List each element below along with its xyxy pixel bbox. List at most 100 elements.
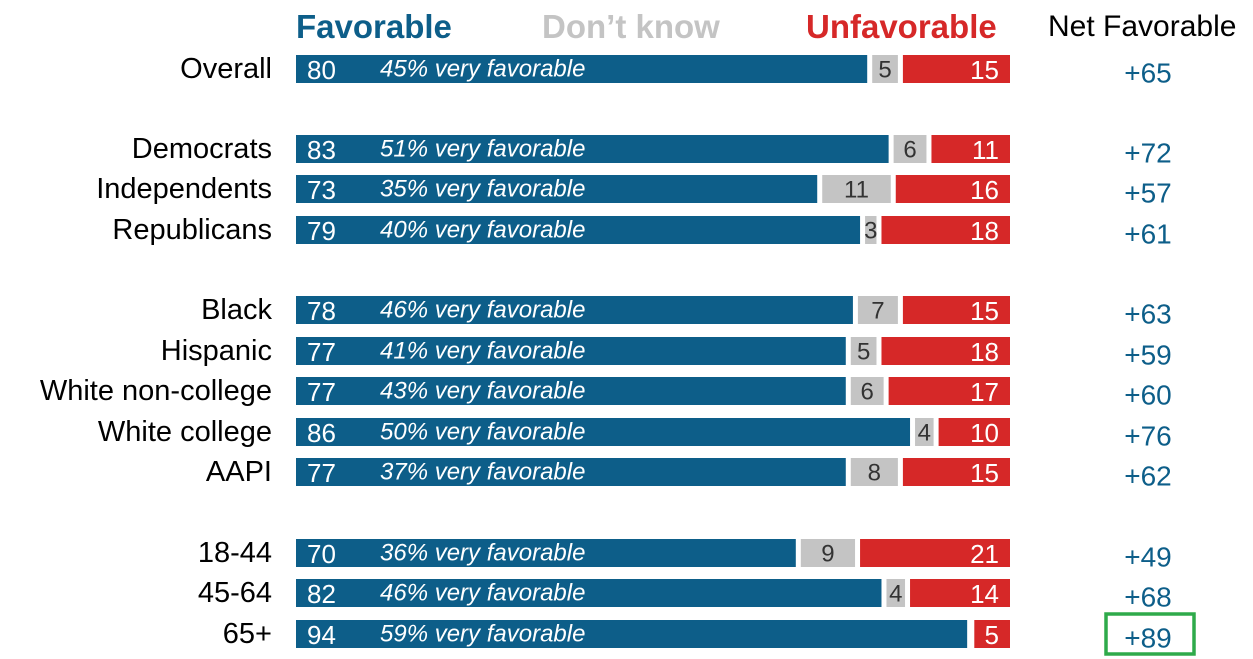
net-favorable-label: +62: [1124, 461, 1172, 492]
very-favorable-label: 41% very favorable: [380, 338, 585, 365]
dont-know-value-label: 3: [864, 218, 877, 245]
bar-favorable: [296, 216, 861, 244]
category-label: 18-44: [198, 537, 272, 569]
bar-favorable: [296, 135, 889, 163]
very-favorable-label: 43% very favorable: [380, 378, 585, 405]
net-favorable-label: +57: [1124, 178, 1172, 209]
bar-favorable: [296, 175, 818, 203]
legend-dont-know: Don’t know: [542, 8, 720, 45]
category-label: 45-64: [198, 577, 272, 609]
dont-know-value-label: 11: [844, 177, 869, 204]
category-label: Independents: [96, 173, 272, 205]
bar-favorable: [296, 418, 911, 446]
unfavorable-value-label: 11: [972, 135, 999, 165]
bar-unfavorable: [974, 620, 1010, 648]
category-label: Hispanic: [161, 335, 272, 367]
net-favorable-header: Net Favorable: [1048, 10, 1237, 43]
bar-unfavorable: [931, 135, 1010, 163]
bar-unfavorable: [902, 55, 1010, 83]
bar-unfavorable: [902, 296, 1010, 324]
dont-know-value-label: 6: [861, 379, 874, 406]
favorable-value-label: 83: [307, 135, 336, 165]
net-favorable-label: +65: [1124, 58, 1172, 89]
bar-unfavorable: [881, 216, 1010, 244]
bar-unfavorable: [895, 175, 1010, 203]
favorable-value-label: 77: [307, 458, 336, 488]
category-label: Black: [201, 294, 272, 326]
dont-know-value-label: 5: [878, 57, 891, 84]
very-favorable-label: 50% very favorable: [380, 419, 585, 446]
bar-favorable: [296, 377, 846, 405]
net-favorable-label: +89: [1124, 623, 1172, 654]
unfavorable-value-label: 15: [970, 55, 999, 85]
very-favorable-label: 36% very favorable: [380, 540, 585, 567]
net-favorable-label: +68: [1124, 582, 1172, 613]
bar-dont-know: [800, 539, 856, 567]
favorable-value-label: 70: [307, 539, 336, 569]
dont-know-value-label: 4: [889, 581, 902, 608]
dont-know-value-label: 6: [903, 137, 916, 164]
bar-dont-know: [850, 377, 884, 405]
unfavorable-value-label: 15: [970, 296, 999, 326]
unfavorable-value-label: 10: [970, 418, 999, 448]
very-favorable-label: 51% very favorable: [380, 136, 585, 163]
very-favorable-label: 45% very favorable: [380, 56, 585, 83]
favorable-value-label: 82: [307, 579, 336, 609]
bar-dont-know: [822, 175, 891, 203]
category-label: White college: [98, 416, 272, 448]
favorable-value-label: 78: [307, 296, 336, 326]
bar-favorable: [296, 337, 846, 365]
net-favorable-label: +60: [1124, 380, 1172, 411]
net-favorable-label: +61: [1124, 219, 1172, 250]
favorable-value-label: 77: [307, 337, 336, 367]
favorable-value-label: 80: [307, 55, 336, 85]
very-favorable-label: 37% very favorable: [380, 459, 585, 486]
net-favorable-label: +72: [1124, 138, 1172, 169]
unfavorable-value-label: 5: [985, 620, 999, 650]
category-label: 65+: [223, 618, 272, 650]
bar-unfavorable: [888, 377, 1010, 405]
bar-dont-know: [850, 458, 898, 486]
bar-unfavorable: [860, 539, 1010, 567]
legend-unfavorable: Unfavorable: [806, 8, 997, 45]
unfavorable-value-label: 14: [970, 579, 999, 609]
very-favorable-label: 46% very favorable: [380, 580, 585, 607]
bar-favorable: [296, 55, 868, 83]
unfavorable-value-label: 16: [970, 175, 999, 205]
unfavorable-value-label: 17: [970, 377, 999, 407]
bar-dont-know: [915, 418, 934, 446]
favorable-value-label: 94: [307, 620, 336, 650]
dont-know-value-label: 7: [871, 298, 884, 325]
net-favorable-label: +59: [1124, 340, 1172, 371]
unfavorable-value-label: 18: [970, 216, 999, 246]
very-favorable-label: 59% very favorable: [380, 621, 585, 648]
bar-favorable: [296, 579, 882, 607]
legend-favorable: Favorable: [296, 8, 452, 45]
bar-dont-know: [893, 135, 927, 163]
bar-unfavorable: [881, 337, 1010, 365]
unfavorable-value-label: 15: [970, 458, 999, 488]
category-label: Republicans: [112, 214, 272, 246]
very-favorable-label: 35% very favorable: [380, 176, 585, 203]
unfavorable-value-label: 18: [970, 337, 999, 367]
bar-unfavorable: [910, 579, 1010, 607]
favorable-value-label: 86: [307, 418, 336, 448]
unfavorable-value-label: 21: [970, 539, 999, 569]
favorable-value-label: 79: [307, 216, 336, 246]
dont-know-value-label: 9: [821, 541, 834, 568]
bar-dont-know: [865, 216, 877, 244]
bar-favorable: [296, 620, 968, 648]
net-favorable-label: +49: [1124, 542, 1172, 573]
bar-unfavorable: [902, 458, 1010, 486]
favorable-value-label: 77: [307, 377, 336, 407]
bar-dont-know: [872, 55, 898, 83]
very-favorable-label: 46% very favorable: [380, 297, 585, 324]
category-label: White non-college: [40, 375, 272, 407]
bar-favorable: [296, 458, 846, 486]
dont-know-value-label: 5: [857, 339, 870, 366]
bar-unfavorable: [938, 418, 1010, 446]
favorable-value-label: 73: [307, 175, 336, 205]
bar-dont-know: [886, 579, 906, 607]
